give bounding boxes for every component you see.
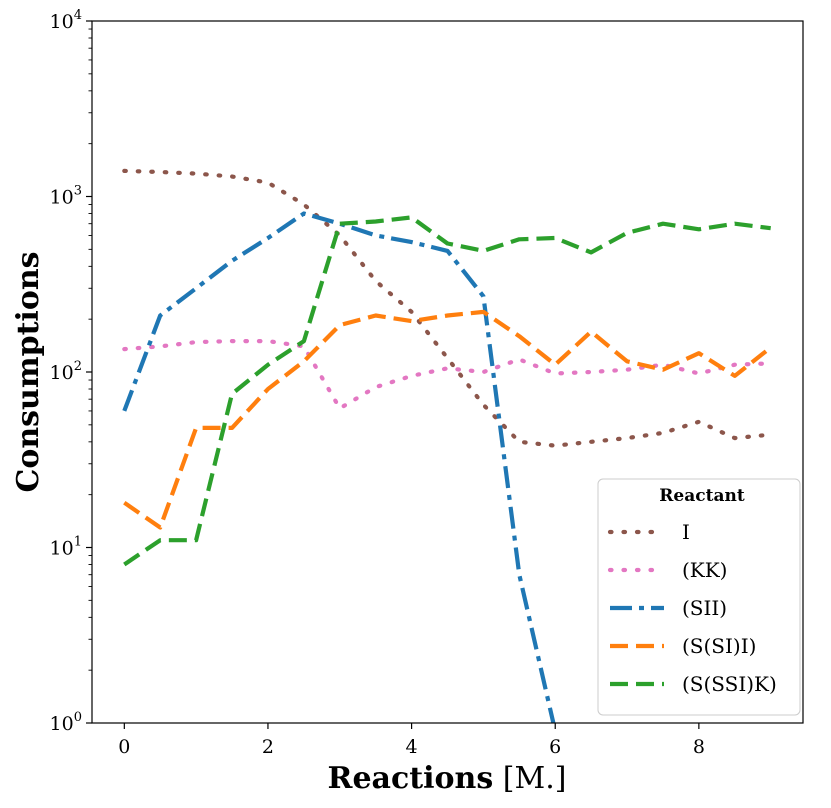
x-tick-label: 4	[406, 736, 418, 758]
legend-label: (S(SSI)K)	[682, 672, 777, 696]
x-axis-title-bold: Reactions	[328, 761, 494, 796]
series-layer	[122, 168, 773, 723]
y-tick-label: 101	[50, 535, 82, 560]
legend-label: (KK)	[682, 558, 728, 582]
x-axis-title-unit: [M.]	[503, 761, 567, 796]
x-tick-label: 8	[693, 736, 705, 758]
x-axis-title: Reactions [M.]	[328, 761, 567, 796]
legend: Reactant I (KK) (SII) (S(SI)I) (S(SSI)K)	[597, 478, 801, 716]
legend-label: (S(SI)I)	[682, 634, 756, 658]
x-axis-title-gap	[493, 761, 503, 796]
series-line-4	[123, 309, 773, 530]
legend-label: (SII)	[682, 596, 727, 620]
y-tick-label: 103	[50, 184, 82, 209]
series-line-3	[122, 211, 556, 723]
series-line-2	[122, 339, 773, 411]
tick-layer: 0 2 4 6 8 100 101 102 103 104	[50, 8, 705, 758]
x-tick-label: 6	[549, 736, 561, 758]
y-tick-label: 100	[50, 710, 82, 735]
legend-items: I (KK) (SII) (S(SI)I) (S(SSI)K)	[607, 520, 777, 696]
y-axis-title: Consumptions	[11, 251, 46, 492]
y-tick-label: 104	[50, 8, 82, 33]
y-tick-label: 102	[50, 359, 82, 384]
legend-box	[597, 478, 801, 716]
legend-title: Reactant	[659, 486, 745, 506]
series-line-5	[123, 215, 771, 567]
x-tick-label: 2	[262, 736, 274, 758]
legend-label: I	[682, 520, 690, 544]
x-tick-label: 0	[118, 736, 130, 758]
series-line-1	[122, 168, 773, 448]
